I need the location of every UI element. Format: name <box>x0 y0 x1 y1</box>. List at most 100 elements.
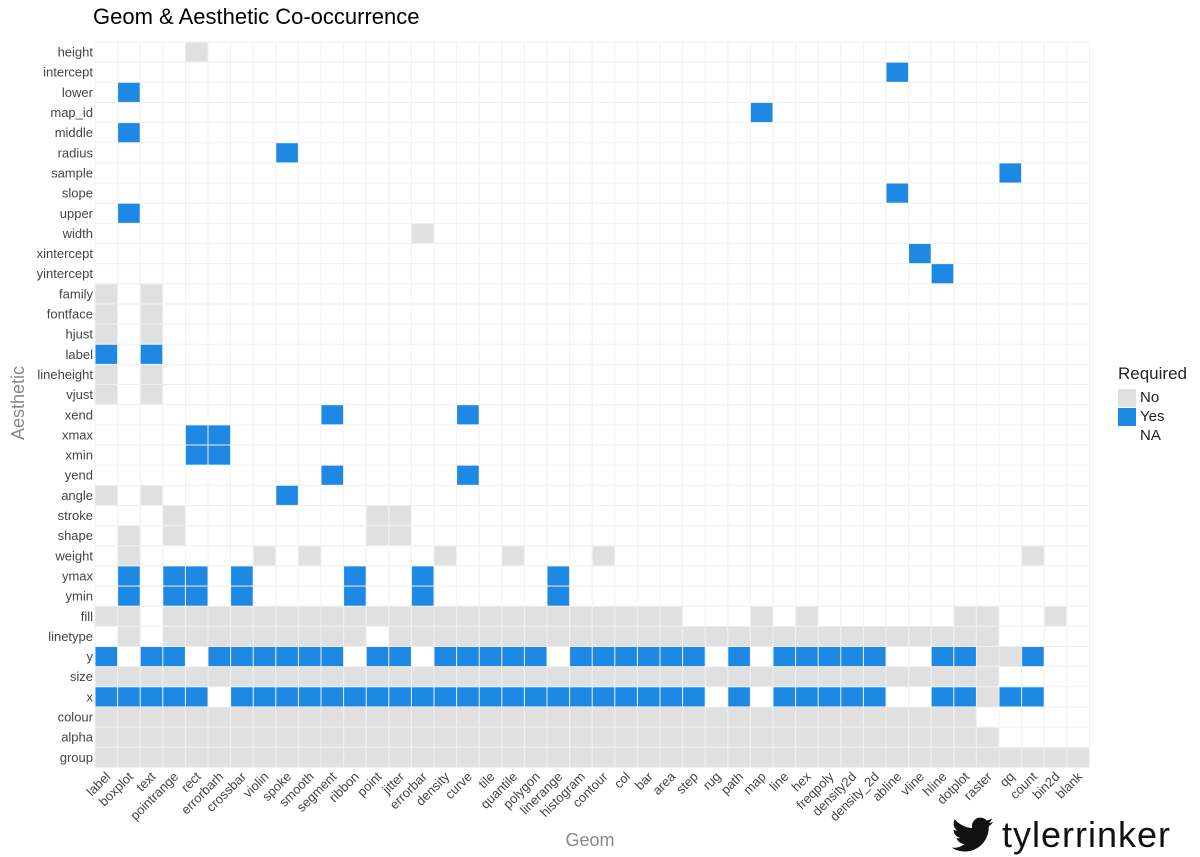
heatmap-cell-map_id-map <box>750 102 773 123</box>
heatmap-cell-x-violin <box>253 687 276 707</box>
heatmap-cell-colour-dotplot <box>954 707 976 727</box>
heatmap-cell-size-step <box>683 667 705 687</box>
y-tick-label-intercept: intercept <box>43 65 93 80</box>
heatmap-cell-alpha-dotplot <box>954 727 976 747</box>
heatmap-cell-stroke-point <box>366 505 389 526</box>
heatmap-cells <box>95 42 1089 767</box>
heatmap-cell-y-count <box>1022 647 1044 667</box>
heatmap-cell-size-histogram <box>570 667 592 687</box>
heatmap-cell-alpha-density <box>434 727 457 747</box>
y-tick-label-yintercept: yintercept <box>37 266 94 281</box>
heatmap-cell-fill-linerange <box>547 606 570 626</box>
heatmap-cell-group-area <box>660 747 683 767</box>
heatmap-cell-colour-density_2d <box>863 707 886 727</box>
heatmap-cell-size-ribbon <box>344 667 366 687</box>
heatmap-cell-x-spoke <box>276 687 298 707</box>
heatmap-cell-group-abline <box>886 747 909 767</box>
heatmap-cell-fill-polygon <box>524 606 547 626</box>
heatmap-cell-group-density <box>434 747 457 767</box>
heatmap-cell-alpha-label <box>95 727 118 747</box>
heatmap-cell-size-smooth <box>298 667 321 687</box>
heatmap-cell-colour-vline <box>909 707 931 727</box>
heatmap-cell-colour-hline <box>931 707 954 727</box>
heatmap-cell-vjust-text <box>140 385 163 405</box>
heatmap-cell-sample-qq <box>999 163 1022 183</box>
bird-logo-icon <box>952 817 994 852</box>
heatmap-cell-x-boxplot <box>118 687 140 707</box>
heatmap-cell-group-raster <box>976 747 999 767</box>
heatmap-cell-fill-area <box>660 606 683 626</box>
heatmap-cell-size-crossbar <box>231 667 253 687</box>
heatmap-cell-linetype-polygon <box>524 626 547 646</box>
legend-entry-na: NA <box>1118 426 1187 445</box>
heatmap-cell-colour-contour <box>592 707 615 727</box>
grid-lines <box>94 41 1090 768</box>
heatmap-cell-angle-label <box>95 485 118 505</box>
heatmap-cell-group-vline <box>909 747 931 767</box>
heatmap-cell-x-bar <box>637 687 660 707</box>
heatmap-cell-linetype-rug <box>705 626 728 646</box>
heatmap-cell-x-errorbar <box>411 687 434 707</box>
heatmap-cell-hjust-text <box>140 324 163 344</box>
heatmap-cell-colour-polygon <box>524 707 547 727</box>
heatmap-cell-colour-errorbar <box>411 707 434 727</box>
heatmap-cell-x-linerange <box>547 687 570 707</box>
x-tick-label-step: step <box>673 769 701 797</box>
heatmap-cell-fill-hex <box>796 606 818 626</box>
heatmap-cell-lineheight-label <box>95 364 118 385</box>
heatmap-cell-group-rect <box>185 747 208 767</box>
heatmap-cell-yintercept-hline <box>931 264 954 284</box>
heatmap-cell-linetype-smooth <box>298 626 321 646</box>
heatmap-cell-fill-crossbar <box>231 606 253 626</box>
heatmap-cell-linetype-dotplot <box>954 626 976 646</box>
heatmap-cell-x-path <box>728 687 750 707</box>
heatmap-cell-alpha-smooth <box>298 727 321 747</box>
heatmap-cell-group-contour <box>592 747 615 767</box>
heatmap-cell-group-dotplot <box>954 747 976 767</box>
heatmap-cell-y-density <box>434 647 457 667</box>
heatmap-cell-size-abline <box>886 667 909 687</box>
y-tick-label-ymax: ymax <box>62 568 94 583</box>
heatmap-cell-colour-quantile <box>502 707 524 727</box>
heatmap-cell-colour-boxplot <box>118 707 140 727</box>
y-tick-label-radius: radius <box>58 145 94 160</box>
heatmap-cell-group-point <box>366 747 389 767</box>
heatmap-cell-ymin-boxplot <box>118 586 140 606</box>
heatmap-cell-weight-violin <box>253 546 276 566</box>
heatmap-cell-group-ribbon <box>344 747 366 767</box>
heatmap-cell-fill-quantile <box>502 606 524 626</box>
heatmap-cell-y-qq <box>999 647 1022 667</box>
heatmap-cell-alpha-area <box>660 727 683 747</box>
y-tick-label-stroke: stroke <box>58 508 93 523</box>
heatmap-cell-y-bar <box>637 647 660 667</box>
heatmap-cell-y-line <box>773 647 796 667</box>
heatmap-cell-y-density2d <box>841 647 863 667</box>
heatmap-cell-colour-density2d <box>841 707 863 727</box>
heatmap-cell-alpha-histogram <box>570 727 592 747</box>
heatmap-cell-fill-dotplot <box>954 606 976 626</box>
heatmap-cell-xintercept-vline <box>909 244 931 264</box>
heatmap-cell-size-contour <box>592 667 615 687</box>
heatmap-cell-linetype-errorbarh <box>208 626 231 646</box>
heatmap-cell-size-bar <box>637 667 660 687</box>
heatmap-cell-colour-freqpoly <box>818 707 841 727</box>
heatmap-cell-xmin-errorbarh <box>208 445 231 465</box>
heatmap-cell-size-segment <box>321 667 344 687</box>
heatmap-cell-colour-ribbon <box>344 707 366 727</box>
heatmap-cell-colour-tile <box>479 707 502 727</box>
heatmap-cell-fill-raster <box>976 606 999 626</box>
heatmap-cell-size-hex <box>796 667 818 687</box>
heatmap-cell-fill-rect <box>185 606 208 626</box>
heatmap-cell-ymin-rect <box>185 586 208 606</box>
heatmap-cell-y-quantile <box>502 647 524 667</box>
heatmap-cell-alpha-abline <box>886 727 909 747</box>
heatmap-cell-alpha-spoke <box>276 727 298 747</box>
heatmap-cell-linetype-errorbar <box>411 626 434 646</box>
heatmap-cell-size-quantile <box>502 667 524 687</box>
heatmap-cell-y-violin <box>253 647 276 667</box>
heatmap-cell-colour-step <box>683 707 705 727</box>
heatmap-cell-ymax-ribbon <box>344 566 366 586</box>
x-tick-label-vline: vline <box>897 769 927 799</box>
heatmap-cell-group-density2d <box>841 747 863 767</box>
y-tick-label-colour: colour <box>58 710 94 725</box>
